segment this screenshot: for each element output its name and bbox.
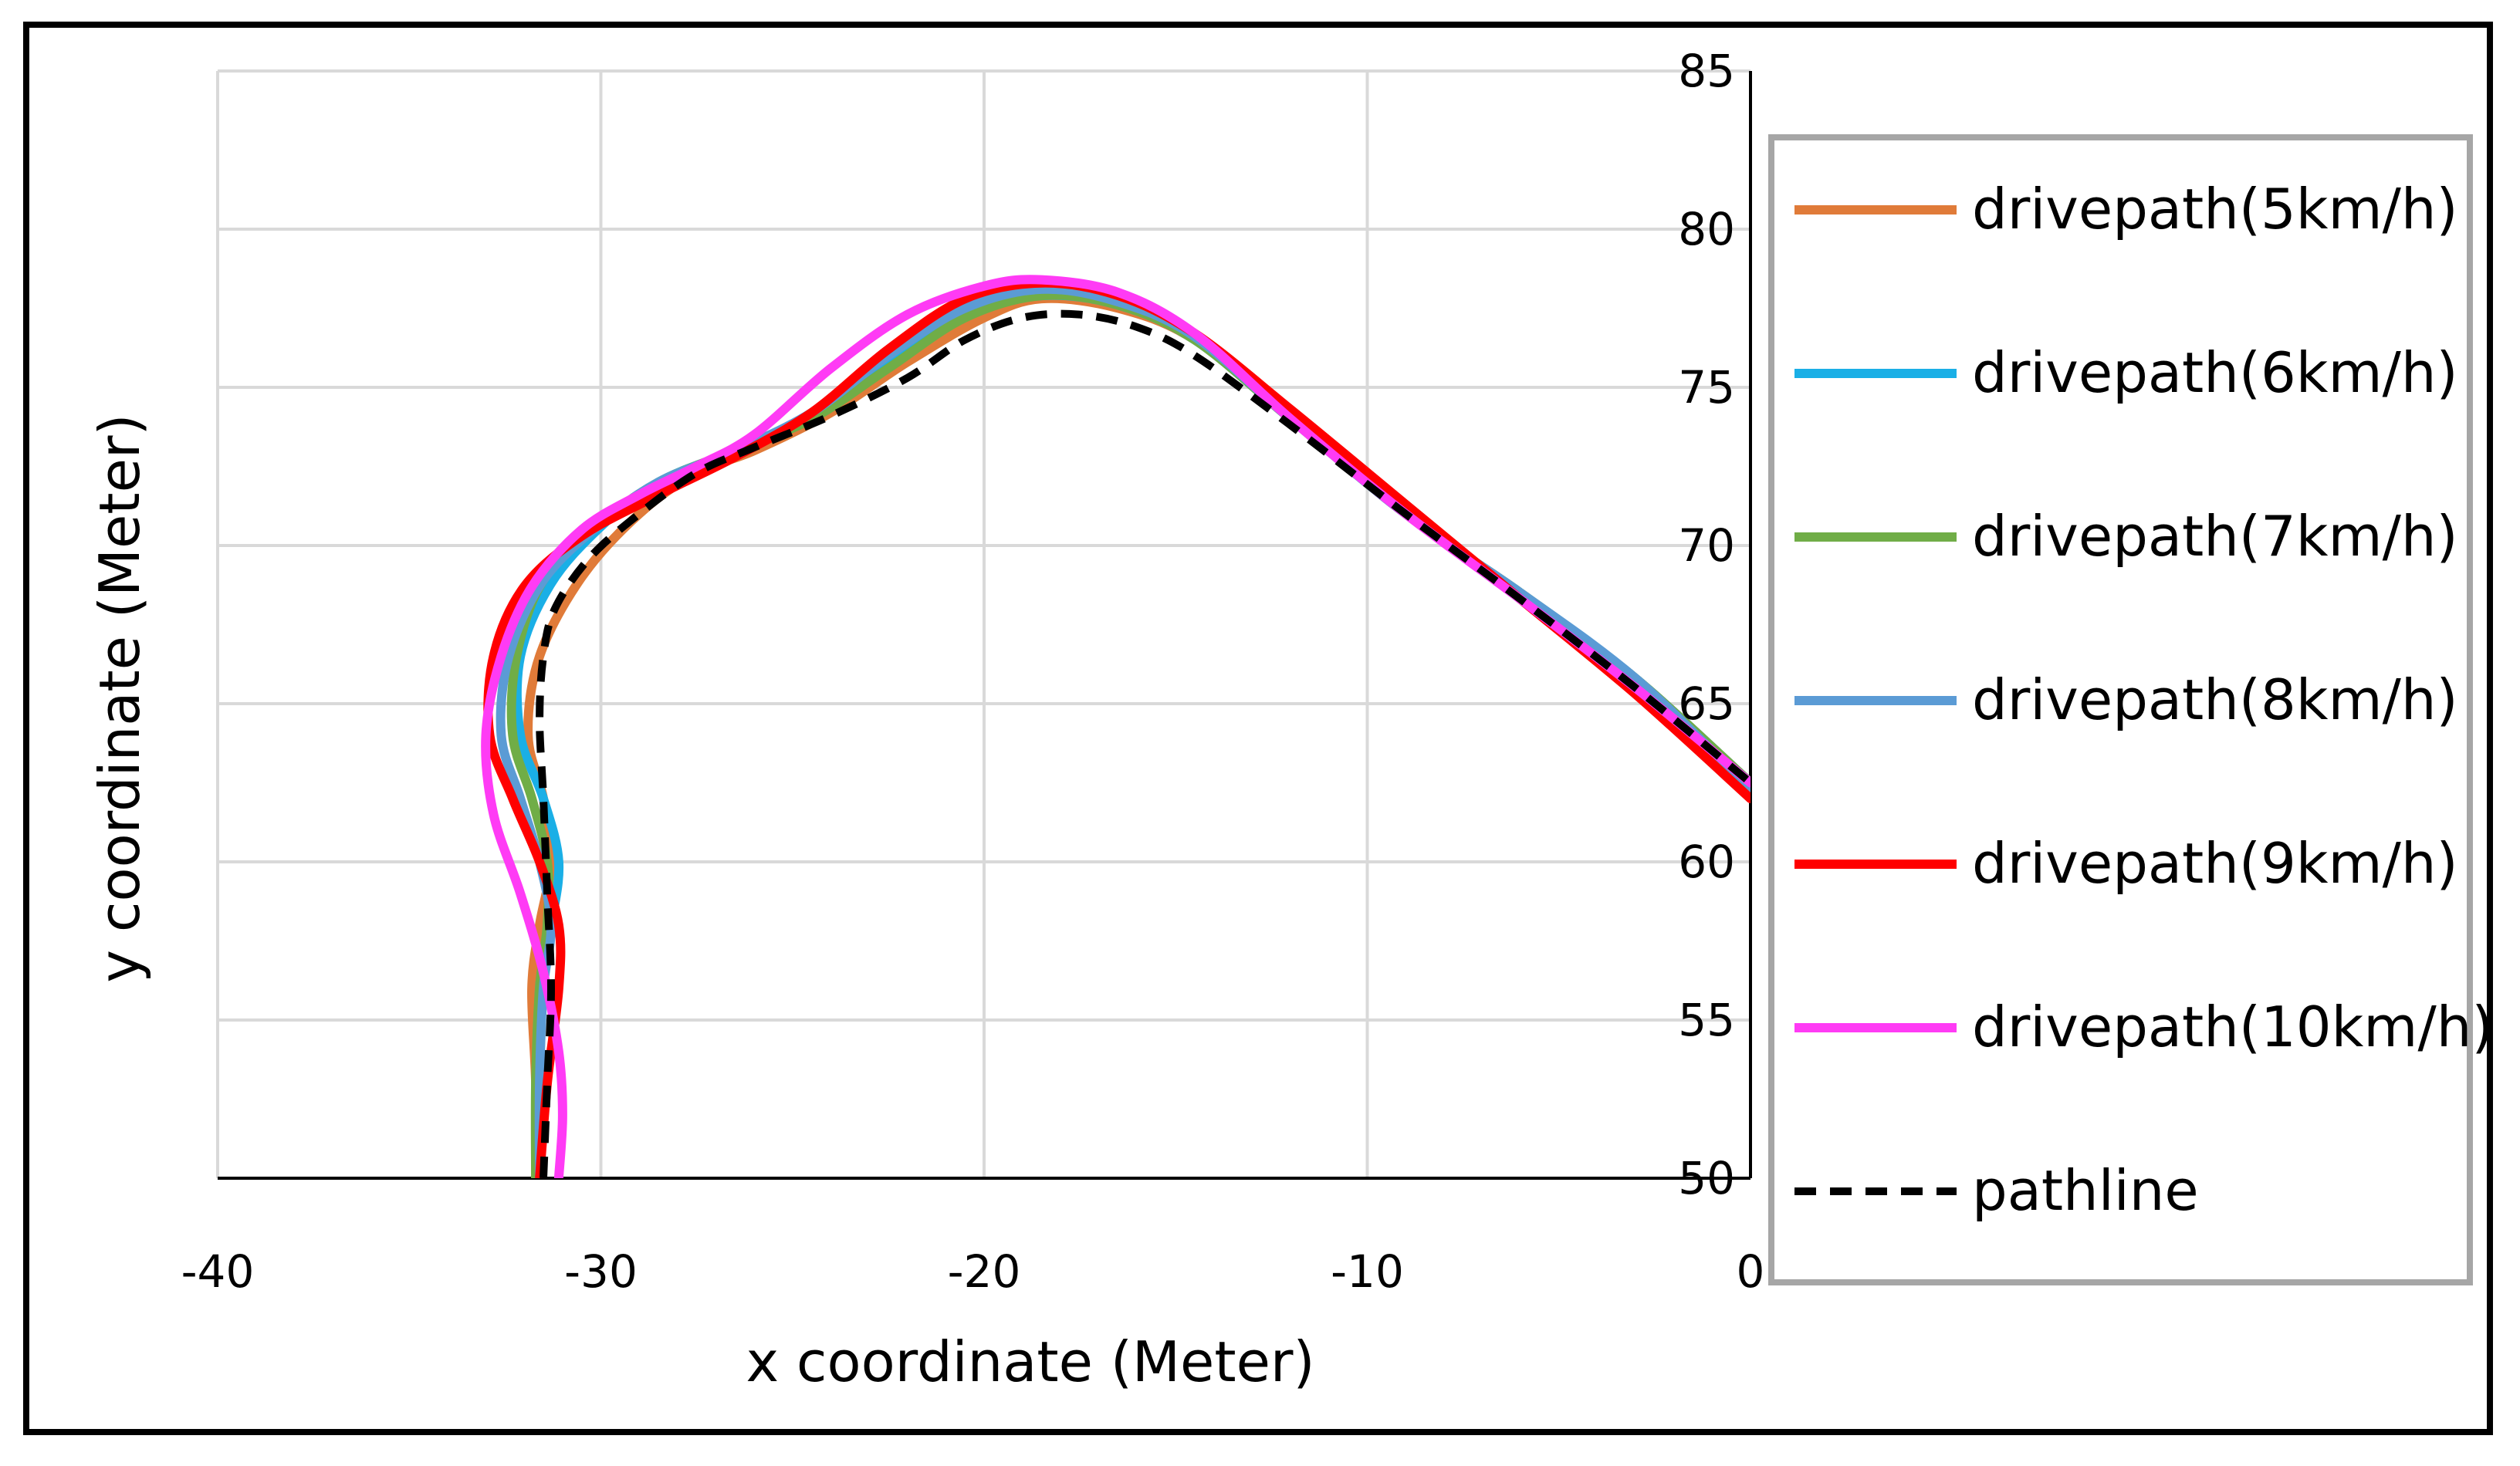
y-axis-label: y coordinate (Meter)	[87, 414, 152, 982]
legend-label: drivepath(9km/h)	[1972, 831, 2458, 896]
legend-label: drivepath(5km/h)	[1972, 177, 2458, 242]
legend-label: drivepath(10km/h)	[1972, 995, 2493, 1059]
series-line-6	[481, 275, 1750, 1178]
y-tick-label: 55	[1678, 994, 1735, 1046]
series-line-3	[506, 290, 1750, 1178]
series-line-5	[483, 278, 1750, 1178]
y-tick-label: 75	[1678, 361, 1735, 414]
y-tick-label: 70	[1678, 519, 1735, 572]
legend-label: pathline	[1972, 1158, 2199, 1223]
series-line-2	[512, 290, 1750, 1178]
axes	[218, 71, 1752, 1180]
series-lines	[481, 275, 1750, 1178]
x-tick-label: 0	[1737, 1245, 1765, 1298]
y-tick-label: 60	[1678, 836, 1735, 888]
y-tick-label: 85	[1678, 45, 1735, 97]
tick-labels: -40 -30 -20 -10 0 85 80 75 70 65 60 55 50	[181, 45, 1765, 1298]
legend-box	[1768, 134, 2473, 1285]
x-tick-label: -20	[948, 1245, 1021, 1298]
y-tick-label: 80	[1678, 203, 1735, 255]
y-tick-label: 65	[1678, 677, 1735, 730]
gridlines	[216, 69, 1750, 1178]
x-axis-label: x coordinate (Meter)	[746, 1329, 1314, 1394]
legend-label: drivepath(6km/h)	[1972, 340, 2458, 405]
series-line-1	[523, 293, 1750, 1178]
x-tick-label: -30	[564, 1245, 638, 1298]
legend: drivepath(5km/h) drivepath(6km/h) drivepat…	[1794, 177, 2493, 1223]
x-tick-label: -10	[1331, 1245, 1404, 1298]
y-tick-label: 50	[1678, 1152, 1735, 1204]
series-line-4	[496, 284, 1750, 1178]
x-tick-label: -40	[181, 1245, 255, 1298]
series-line-7	[536, 309, 1750, 1178]
legend-label: drivepath(8km/h)	[1972, 667, 2458, 732]
chart-frame	[23, 22, 2493, 1435]
legend-label: drivepath(7km/h)	[1972, 504, 2458, 569]
